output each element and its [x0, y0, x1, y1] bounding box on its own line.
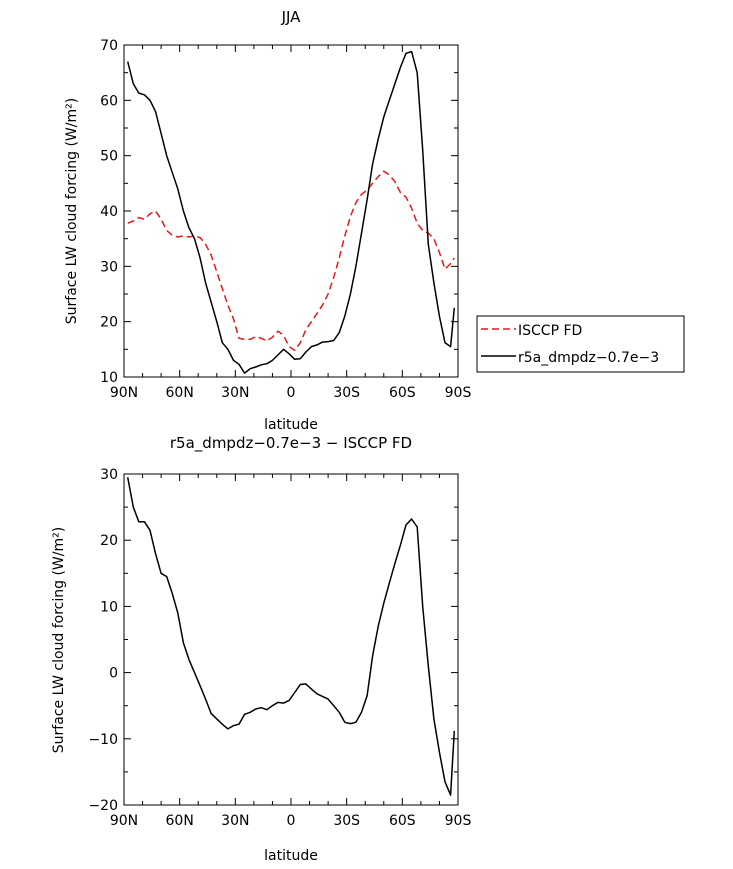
bottom-xtick-label: 90N	[110, 813, 138, 829]
bottom-xtick-label: 30N	[221, 813, 249, 829]
top-ytick-label: 30	[100, 259, 118, 275]
top-panel: JJA Surface LW cloud forcing (W/m²) lati…	[64, 8, 471, 433]
top-y-axis-label: Surface LW cloud forcing (W/m²)	[64, 98, 80, 324]
top-chart-title: JJA	[281, 8, 302, 26]
top-ytick-label: 50	[100, 149, 118, 165]
bottom-plot-frame	[123, 473, 459, 806]
bottom-series-line-1	[126, 477, 456, 796]
bottom-y-axis-label: Surface LW cloud forcing (W/m²)	[51, 527, 67, 753]
top-ytick-label: 70	[100, 38, 118, 54]
bottom-x-axis-label: latitude	[264, 848, 318, 864]
top-series-line-2	[126, 50, 456, 374]
bottom-ytick-label: −10	[88, 732, 118, 748]
bottom-ytick-label: −20	[88, 798, 118, 814]
top-xtick-label: 30S	[333, 385, 360, 401]
legend-box	[476, 315, 685, 373]
bottom-ytick-label: 30	[100, 467, 118, 483]
legend-label-isccp: ISCCP FD	[518, 323, 582, 339]
top-xtick-label: 90N	[110, 385, 138, 401]
bottom-ytick-label: 10	[100, 599, 118, 615]
top-ytick-label: 60	[100, 93, 118, 109]
bottom-series-group	[126, 477, 456, 796]
bottom-xtick-label: 0	[287, 813, 296, 829]
top-xtick-label: 0	[287, 385, 296, 401]
top-axis-ticks: 90N 60N 30N 0 30S 60S 90S 10 20 30 40 50 60 70	[100, 38, 471, 401]
top-xtick-label: 90S	[445, 385, 472, 401]
bottom-ytick-label: 20	[100, 533, 118, 549]
top-series-group	[126, 50, 456, 374]
bottom-xtick-label: 30S	[333, 813, 360, 829]
top-ytick-label: 20	[100, 315, 118, 331]
top-xtick-label: 30N	[221, 385, 249, 401]
top-ytick-label: 10	[100, 370, 118, 386]
bottom-panel: r5a_dmpdz−0.7e−3 − ISCCP FD Surface LW c…	[51, 434, 471, 864]
top-xtick-label: 60S	[389, 385, 416, 401]
bottom-xtick-label: 90S	[445, 813, 472, 829]
top-plot-frame	[123, 44, 459, 378]
bottom-xtick-label: 60S	[389, 813, 416, 829]
legend-label-r5a: r5a_dmpdz−0.7e−3	[518, 350, 659, 366]
bottom-ytick-label: 0	[109, 666, 118, 682]
top-xtick-label: 60N	[166, 385, 194, 401]
bottom-chart-title: r5a_dmpdz−0.7e−3 − ISCCP FD	[170, 434, 412, 453]
top-x-axis-label: latitude	[264, 417, 318, 433]
legend: ISCCP FD r5a_dmpdz−0.7e−3	[476, 315, 685, 373]
top-series-line-1	[127, 170, 455, 352]
bottom-xtick-label: 60N	[166, 813, 194, 829]
top-ytick-label: 40	[100, 204, 118, 220]
